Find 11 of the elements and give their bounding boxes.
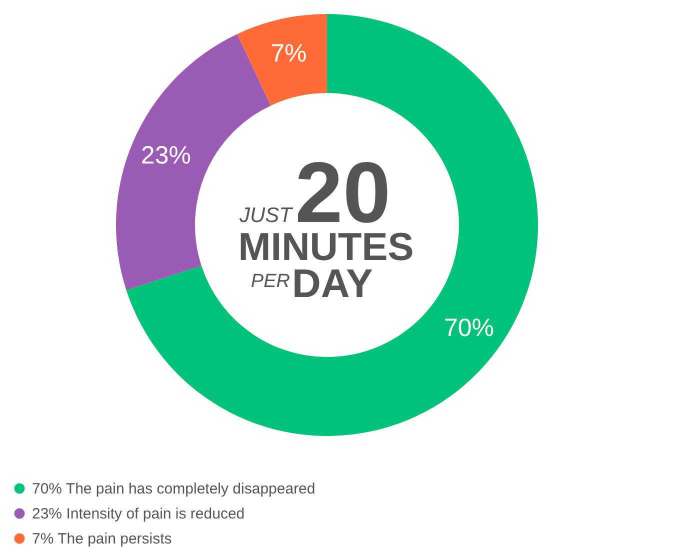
legend-label: 7% The pain persists xyxy=(32,530,172,548)
text: JUST xyxy=(238,204,294,227)
legend-label: 23% Intensity of pain is reduced xyxy=(32,506,245,522)
data-label: 23% xyxy=(140,141,191,170)
text: PER xyxy=(250,271,290,292)
data-label: 7% xyxy=(270,40,307,68)
text: DAY xyxy=(292,262,374,306)
legend-label: 70% The pain has completely disappeared xyxy=(32,480,316,498)
donut-slice xyxy=(237,14,327,106)
data-label: 70% xyxy=(444,314,494,342)
donut-slice xyxy=(126,14,538,436)
